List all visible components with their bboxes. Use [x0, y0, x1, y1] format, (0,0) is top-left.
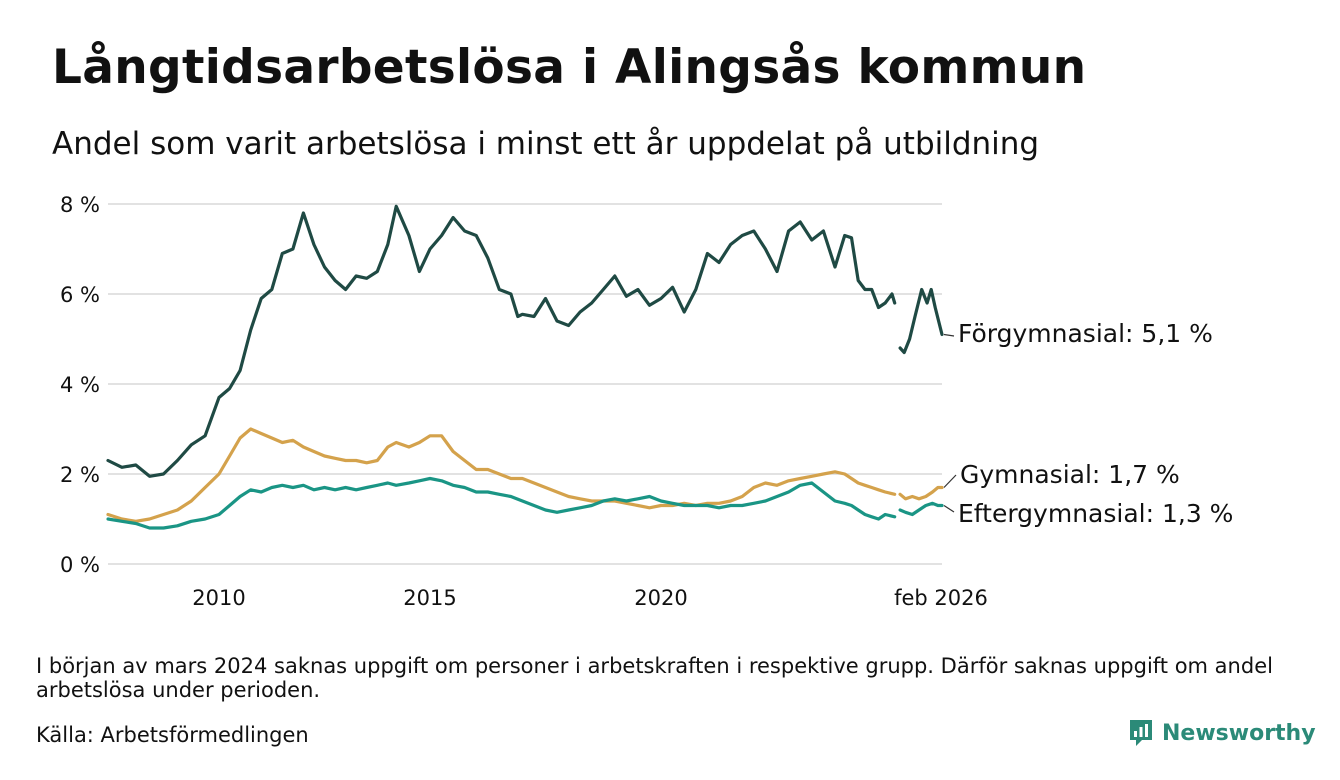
series-line-gymnasial [106, 427, 944, 523]
y-tick-label: 0 % [60, 553, 100, 577]
x-axis-ticks: 2010 2015 2020 feb 2026 [192, 586, 988, 610]
series-end-labels: Förgymnasial: 5,1 % Gymnasial: 1,7 % Efter… [943, 319, 1233, 528]
brand-name: Newsworthy [1162, 720, 1316, 746]
series-end-label: Förgymnasial: 5,1 % [958, 319, 1213, 348]
y-tick-label: 8 % [60, 193, 100, 217]
chart-title: Långtidsarbetslösa i Alingsås kommun [52, 40, 1087, 95]
x-tick-label: 2020 [634, 586, 687, 610]
series-end-label: Gymnasial: 1,7 % [960, 460, 1180, 489]
y-tick-label: 2 % [60, 463, 100, 487]
series-line-förgymnasial [106, 204, 944, 478]
x-tick-label: 2010 [192, 586, 245, 610]
end-label-leader [943, 474, 957, 488]
series-line-eftergymnasial [106, 476, 944, 530]
y-tick-label: 4 % [60, 373, 100, 397]
gridlines [108, 203, 942, 565]
newsworthy-logo-icon [1130, 720, 1152, 746]
brand-logo[interactable]: Newsworthy [1128, 716, 1316, 750]
chart-subtitle: Andel som varit arbetslösa i minst ett å… [52, 126, 1040, 162]
end-label-leader [943, 504, 955, 513]
y-axis-ticks: 0 % 2 % 4 % 6 % 8 % [60, 193, 100, 577]
series-lines [106, 204, 944, 530]
x-tick-label: 2015 [403, 586, 456, 610]
x-tick-label: feb 2026 [894, 586, 988, 610]
end-label-leader [943, 333, 955, 337]
line-chart: 0 % 2 % 4 % 6 % 8 % 2010 2015 2020 feb 2026 För… [60, 193, 1233, 610]
series-end-label: Eftergymnasial: 1,3 % [958, 499, 1233, 528]
footnote: I början av mars 2024 saknas uppgift om … [36, 654, 1273, 702]
y-tick-label: 6 % [60, 283, 100, 307]
source-text: Källa: Arbetsförmedlingen [36, 723, 309, 747]
